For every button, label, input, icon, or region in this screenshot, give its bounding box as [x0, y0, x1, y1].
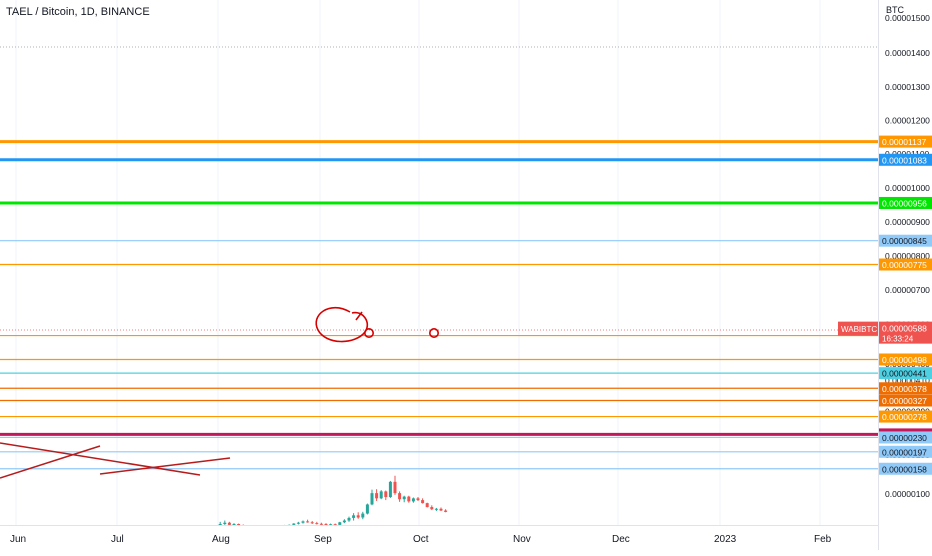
price-tick-label: 0.00001400	[885, 48, 930, 58]
level-badge-label: 0.00000956	[882, 198, 927, 208]
candle-body	[361, 514, 364, 518]
candle-body	[407, 497, 410, 502]
candle-body	[421, 500, 424, 503]
candle-body	[394, 482, 397, 493]
chart-title: TAEL / Bitcoin, 1D, BINANCE	[6, 6, 150, 18]
trendline	[100, 458, 230, 474]
level-badge-label: 0.00000158	[882, 464, 927, 474]
price-tick-label: 0.00000900	[885, 217, 930, 227]
level-badge-label: 0.00001137	[882, 137, 927, 147]
level-badge-label: 0.00001083	[882, 155, 927, 165]
level-badge-label: 0.00000441	[882, 369, 927, 379]
candle-body	[371, 493, 374, 504]
time-tick-label: Aug	[212, 534, 230, 545]
candle-body	[357, 515, 360, 517]
price-tick-label: 0.00001200	[885, 116, 930, 126]
time-tick-label: Nov	[513, 534, 531, 545]
candle-body	[366, 504, 369, 513]
price-tick-label: 0.00001300	[885, 82, 930, 92]
candle-body	[348, 518, 351, 521]
last-price-label: 0.00000588	[882, 324, 927, 334]
candle-body	[384, 491, 387, 497]
candle-body	[398, 493, 401, 499]
candlestick-chart[interactable]: WABIBTC	[0, 0, 878, 525]
price-tick-label: 0.00001000	[885, 183, 930, 193]
hand-drawn-circle	[316, 308, 367, 342]
time-tick-label: Jul	[111, 534, 124, 545]
candle-body	[435, 509, 438, 510]
candle-body	[403, 497, 406, 500]
candle-body	[430, 507, 433, 509]
price-scale-svg: 0.000001000.000001600.000001900.00000230…	[879, 0, 932, 550]
candle-body	[426, 503, 429, 507]
candle-body	[302, 521, 305, 522]
time-tick-label: Feb	[814, 534, 832, 545]
time-tick-label: Oct	[413, 534, 429, 545]
time-tick-label: 2023	[714, 534, 737, 545]
price-tick-label: 0.00000100	[885, 489, 930, 499]
time-tick-label: Jun	[10, 534, 26, 545]
candle-body	[311, 522, 314, 523]
candle-body	[417, 498, 420, 500]
price-scale[interactable]: 0.000001000.000001600.000001900.00000230…	[878, 0, 932, 550]
candle-body	[352, 515, 355, 518]
symbol-badge-label: WABIBTC	[841, 325, 877, 334]
time-axis[interactable]: Jun Jul Aug Sep Oct Nov Dec 2023 Feb	[0, 525, 878, 551]
candle-body	[444, 511, 447, 512]
level-badge-label: 0.00000197	[882, 447, 927, 457]
candle-body	[343, 521, 346, 523]
candle-body	[440, 509, 443, 511]
trendline	[0, 443, 200, 475]
candle-body	[389, 482, 392, 497]
candle-body	[223, 523, 226, 524]
countdown-label: 16:33:24	[882, 335, 914, 344]
currency-label: BTC	[886, 5, 904, 15]
time-tick-label: Dec	[612, 534, 630, 545]
candle-body	[375, 493, 378, 498]
candle-body	[306, 521, 309, 522]
candle-body	[297, 523, 300, 524]
level-badge-label: 0.00000278	[882, 412, 927, 422]
candle-body	[380, 491, 383, 498]
level-badge-label: 0.00000327	[882, 396, 927, 406]
time-tick-label: Sep	[314, 534, 332, 545]
level-badge-label: 0.00000230	[882, 433, 927, 443]
time-axis-svg: Jun Jul Aug Sep Oct Nov Dec 2023 Feb	[0, 526, 878, 551]
level-badge-label: 0.00000378	[882, 384, 927, 394]
chart-area[interactable]: WABIBTC TAEL / Bitcoin, 1D, BINANCE	[0, 0, 878, 525]
candle-body	[412, 498, 415, 501]
price-tick-label: 0.00000700	[885, 285, 930, 295]
level-badge-label: 0.00000845	[882, 236, 927, 246]
candle-body	[315, 523, 318, 524]
level-badge-label: 0.00000498	[882, 355, 927, 365]
level-badge-label: 0.00000775	[882, 260, 927, 270]
